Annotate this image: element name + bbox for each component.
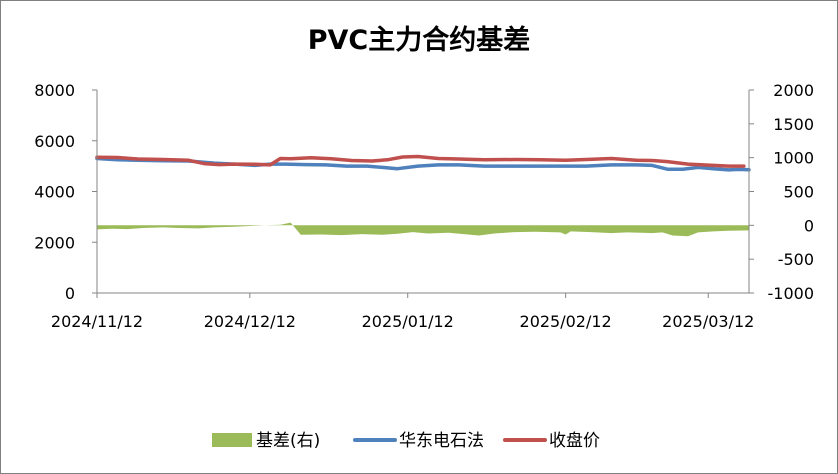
area-layer — [97, 222, 749, 237]
y-right-tick-label: -500 — [778, 250, 814, 269]
series-line-2 — [95, 154, 746, 168]
chart-title: PVC主力合约基差 — [307, 25, 531, 56]
y-left-tick-label: 4000 — [34, 183, 75, 202]
x-tick-label: 2024/12/12 — [204, 312, 296, 331]
y-right-tick-label: 500 — [783, 183, 814, 202]
series-basis-area — [97, 222, 749, 237]
y-left-tick-label: 0 — [65, 284, 75, 303]
legend-swatch-area — [212, 433, 252, 447]
x-tick-label: 2025/01/12 — [362, 312, 454, 331]
y-right-tick-label: -1000 — [768, 284, 815, 303]
y-left-tick-label: 2000 — [34, 233, 75, 252]
legend-label: 华东电石法 — [399, 431, 484, 451]
legend-label: 收盘价 — [549, 431, 600, 451]
legend: 基差(右) 华东电石法 收盘价 — [212, 431, 600, 451]
y-left-tick-label: 6000 — [34, 132, 75, 151]
axis-layer: 0 2000 4000 6000 8000 -1000 -500 0 500 1000 1500 20… — [34, 81, 814, 331]
y-right-tick-label: 2000 — [773, 81, 814, 100]
line-layer — [95, 154, 751, 172]
y-right-tick-label: 0 — [804, 216, 814, 235]
y-left-tick-label: 8000 — [34, 81, 75, 100]
legend-label: 基差(右) — [256, 431, 320, 451]
x-tick-label: 2025/03/12 — [662, 312, 754, 331]
y-right-tick-label: 1500 — [773, 115, 814, 134]
x-tick-label: 2024/11/12 — [51, 312, 143, 331]
y-right-tick-label: 1000 — [773, 149, 814, 168]
x-tick-label: 2025/02/12 — [520, 312, 612, 331]
